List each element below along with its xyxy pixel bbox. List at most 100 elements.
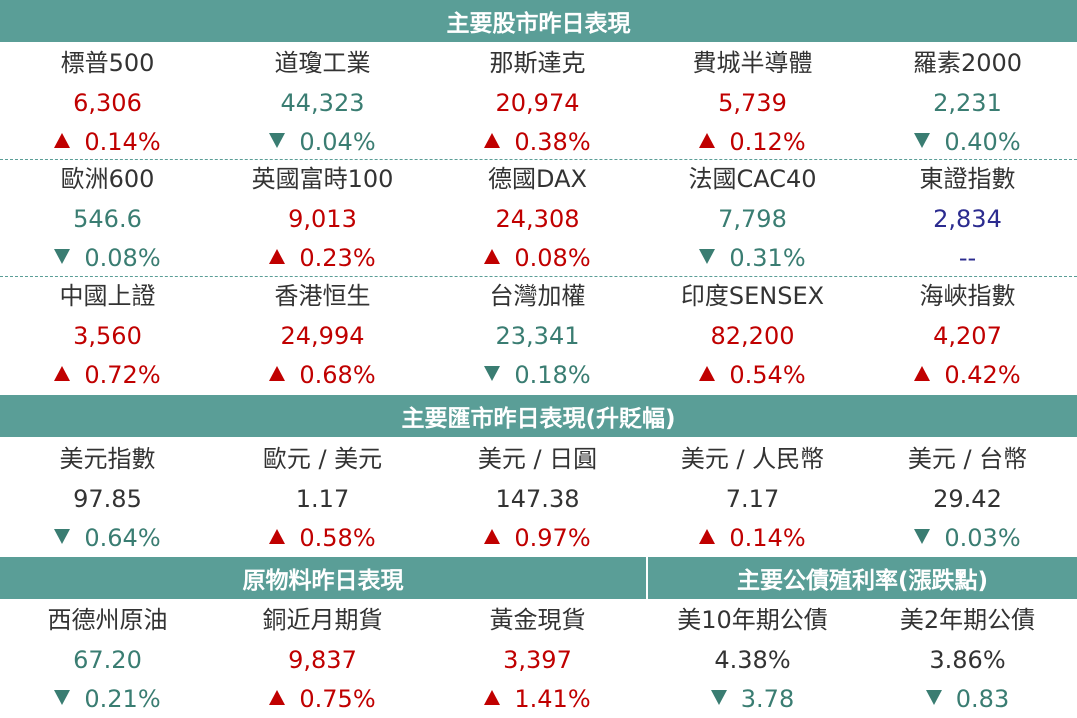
stocks-header-title: 主要股市昨日表現 xyxy=(446,11,631,37)
stock-name: 東證指數 xyxy=(919,165,1016,193)
commodities-header-title: 原物料昨日表現 xyxy=(242,568,404,594)
down-triangle-icon xyxy=(699,249,716,264)
stock-name: 印度SENSEX xyxy=(680,282,825,310)
header-divider xyxy=(646,557,648,599)
row-divider xyxy=(0,276,1077,277)
fx-name: 美元 / 台幣 xyxy=(907,445,1028,473)
stocks-header: 主要股市昨日表現 xyxy=(0,0,1077,42)
stock-name: 法國CAC40 xyxy=(688,165,817,193)
down-triangle-icon xyxy=(54,529,71,544)
stock-change-value: 0.23% xyxy=(299,244,376,272)
fx-name: 美元指數 xyxy=(59,445,156,473)
bond-change-value: 3.78 xyxy=(740,685,795,713)
fx-change-value: 0.14% xyxy=(729,524,806,552)
stock-value: 3,560 xyxy=(73,322,142,350)
stock-change-value: 0.42% xyxy=(944,361,1021,389)
up-triangle-icon xyxy=(484,690,501,705)
up-triangle-icon xyxy=(699,133,716,148)
stock-change: 0.38% xyxy=(430,127,645,157)
bond-value: 4.38% xyxy=(714,646,791,674)
down-triangle-icon xyxy=(484,366,501,381)
stock-change: 0.14% xyxy=(0,127,215,157)
down-triangle-icon xyxy=(914,529,931,544)
up-triangle-icon xyxy=(699,366,716,381)
commodity-name: 西德州原油 xyxy=(47,606,168,634)
stock-change-value: -- xyxy=(958,244,977,272)
up-triangle-icon xyxy=(484,249,501,264)
fx-value: 147.38 xyxy=(495,485,580,513)
stock-value: 2,231 xyxy=(933,89,1002,117)
stock-name: 中國上證 xyxy=(59,282,156,310)
stock-change-value: 0.40% xyxy=(944,128,1021,156)
stock-name: 費城半導體 xyxy=(692,49,813,77)
stock-change-value: 0.12% xyxy=(729,128,806,156)
bond-change: 3.78 xyxy=(645,684,860,714)
stock-change: 0.31% xyxy=(645,243,860,273)
fx-change: 0.64% xyxy=(0,523,215,553)
up-triangle-icon xyxy=(269,249,286,264)
stock-change-value: 0.08% xyxy=(84,244,161,272)
fx-change: 0.03% xyxy=(860,523,1075,553)
up-triangle-icon xyxy=(484,133,501,148)
down-triangle-icon xyxy=(269,133,286,148)
stock-value: 20,974 xyxy=(495,89,580,117)
stock-change: 0.42% xyxy=(860,360,1075,390)
commodity-value: 9,837 xyxy=(288,646,357,674)
stock-change: 0.12% xyxy=(645,127,860,157)
down-triangle-icon xyxy=(914,133,931,148)
commodity-change: 0.21% xyxy=(0,684,215,714)
bond-value: 3.86% xyxy=(929,646,1006,674)
commodity-change: 1.41% xyxy=(430,684,645,714)
fx-name: 美元 / 人民幣 xyxy=(680,445,825,473)
stock-value: 4,207 xyxy=(933,322,1002,350)
stock-value: 6,306 xyxy=(73,89,142,117)
fx-change-value: 0.58% xyxy=(299,524,376,552)
down-triangle-icon xyxy=(710,690,727,705)
stock-change-value: 0.31% xyxy=(729,244,806,272)
bond-name: 美2年期公債 xyxy=(899,606,1036,634)
stock-change-value: 0.08% xyxy=(514,244,591,272)
stock-value: 82,200 xyxy=(710,322,795,350)
fx-change-value: 0.97% xyxy=(514,524,591,552)
fx-change-value: 0.64% xyxy=(84,524,161,552)
stock-change: 0.08% xyxy=(430,243,645,273)
stock-change-value: 0.14% xyxy=(84,128,161,156)
stock-name: 標普500 xyxy=(60,49,155,77)
bond-change-value: 0.83 xyxy=(955,685,1010,713)
fx-header-title: 主要匯市昨日表現(升貶幅) xyxy=(401,406,676,432)
down-triangle-icon xyxy=(54,249,71,264)
stock-value: 7,798 xyxy=(718,205,787,233)
up-triangle-icon xyxy=(54,133,71,148)
stock-name: 道瓊工業 xyxy=(274,49,371,77)
stock-name: 台灣加權 xyxy=(489,282,586,310)
commodity-change-value: 0.21% xyxy=(84,685,161,713)
up-triangle-icon xyxy=(484,529,501,544)
stock-change-value: 0.18% xyxy=(514,361,591,389)
fx-value: 97.85 xyxy=(73,485,142,513)
row-divider xyxy=(0,159,1077,160)
stock-name: 英國富時100 xyxy=(251,165,394,193)
stock-name: 香港恒生 xyxy=(274,282,371,310)
fx-change: 0.97% xyxy=(430,523,645,553)
stock-value: 24,308 xyxy=(495,205,580,233)
stock-name: 歐洲600 xyxy=(60,165,155,193)
stock-value: 9,013 xyxy=(288,205,357,233)
stock-change-value: 0.54% xyxy=(729,361,806,389)
up-triangle-icon xyxy=(914,366,931,381)
stock-change: 0.40% xyxy=(860,127,1075,157)
fx-name: 歐元 / 美元 xyxy=(262,445,383,473)
stock-change: 0.08% xyxy=(0,243,215,273)
stock-name: 海峽指數 xyxy=(919,282,1016,310)
commodity-value: 67.20 xyxy=(73,646,142,674)
stock-change: -- xyxy=(860,243,1075,273)
stock-value: 44,323 xyxy=(280,89,365,117)
commodity-name: 黃金現貨 xyxy=(489,606,586,634)
stock-value: 24,994 xyxy=(280,322,365,350)
stock-change: 0.18% xyxy=(430,360,645,390)
commodity-value: 3,397 xyxy=(503,646,572,674)
stock-name: 羅素2000 xyxy=(912,49,1023,77)
fx-header: 主要匯市昨日表現(升貶幅) xyxy=(0,395,1077,437)
stock-name: 那斯達克 xyxy=(489,49,586,77)
down-triangle-icon xyxy=(54,690,71,705)
